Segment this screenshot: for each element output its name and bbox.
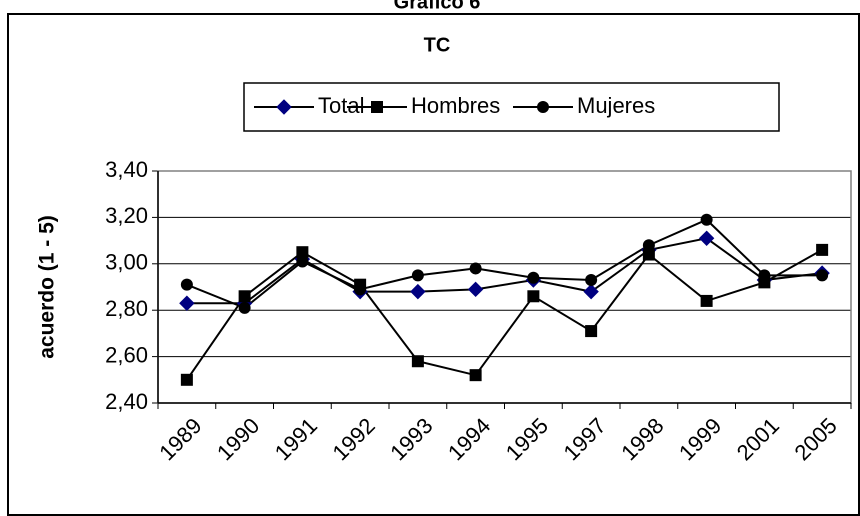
chart-title: Gráfico 6 — [394, 0, 481, 13]
data-point — [411, 269, 424, 282]
y-tick-label: 2,60 — [105, 342, 148, 367]
data-point — [816, 243, 829, 256]
data-point — [410, 283, 426, 300]
data-point — [238, 290, 251, 303]
data-point — [467, 281, 484, 298]
series-line — [186, 237, 823, 305]
y-tick-label: 3,00 — [105, 250, 148, 275]
y-tick-label: 2,40 — [105, 389, 148, 414]
data-point — [527, 290, 540, 303]
data-point — [700, 294, 713, 307]
legend-marker — [371, 101, 383, 113]
chart-subtitle: TC — [424, 34, 451, 56]
legend-label: Total — [318, 93, 364, 118]
data-point — [758, 269, 771, 282]
data-point — [411, 355, 424, 368]
data-point — [179, 295, 195, 311]
data-point — [816, 269, 829, 282]
data-point — [469, 262, 482, 275]
data-point — [296, 255, 309, 268]
data-point — [700, 213, 713, 226]
data-point — [585, 325, 598, 338]
series-line — [186, 218, 823, 310]
data-point — [469, 369, 482, 382]
y-axis-title: acuerdo (1 - 5) — [36, 215, 59, 359]
legend-box — [243, 82, 780, 132]
title-backdrop — [300, 0, 560, 13]
data-point — [642, 239, 655, 252]
data-point — [527, 271, 540, 284]
data-point — [642, 248, 655, 261]
data-point — [180, 278, 193, 291]
legend-label: Mujeres — [577, 93, 655, 118]
data-point — [583, 283, 599, 300]
legend-marker — [276, 99, 292, 115]
data-point — [354, 283, 367, 296]
y-tick-label: 2,80 — [105, 296, 148, 321]
y-tick-label: 3,20 — [105, 203, 148, 228]
legend-label: Hombres — [411, 93, 500, 118]
data-point — [585, 274, 598, 287]
data-point — [238, 301, 251, 314]
series-line — [186, 249, 823, 381]
data-point — [180, 373, 193, 386]
data-point — [296, 246, 309, 259]
data-point — [698, 230, 715, 246]
y-tick-label: 3,40 — [105, 157, 148, 182]
legend-marker — [537, 101, 549, 113]
